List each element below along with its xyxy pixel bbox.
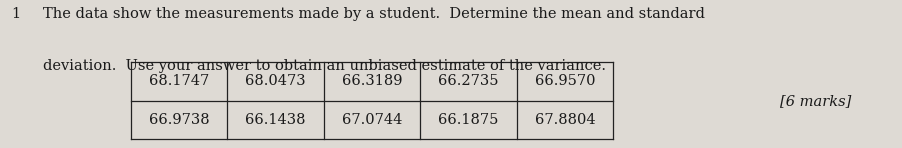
Text: deviation.  Use your answer to obtain an unbiased estimate of the variance.: deviation. Use your answer to obtain an … xyxy=(43,59,606,73)
Text: 66.1875: 66.1875 xyxy=(438,113,499,127)
Text: 66.9570: 66.9570 xyxy=(535,74,595,88)
Text: 67.0744: 67.0744 xyxy=(342,113,402,127)
Text: 1: 1 xyxy=(11,7,20,21)
Text: 67.8804: 67.8804 xyxy=(535,113,595,127)
Text: 68.1747: 68.1747 xyxy=(149,74,209,88)
Text: 66.2735: 66.2735 xyxy=(438,74,499,88)
Text: The data show the measurements made by a student.  Determine the mean and standa: The data show the measurements made by a… xyxy=(43,7,705,21)
Text: 66.1438: 66.1438 xyxy=(245,113,306,127)
Text: 66.3189: 66.3189 xyxy=(342,74,402,88)
Text: 68.0473: 68.0473 xyxy=(245,74,306,88)
Text: 66.9738: 66.9738 xyxy=(149,113,209,127)
Text: [6 marks]: [6 marks] xyxy=(780,94,851,108)
